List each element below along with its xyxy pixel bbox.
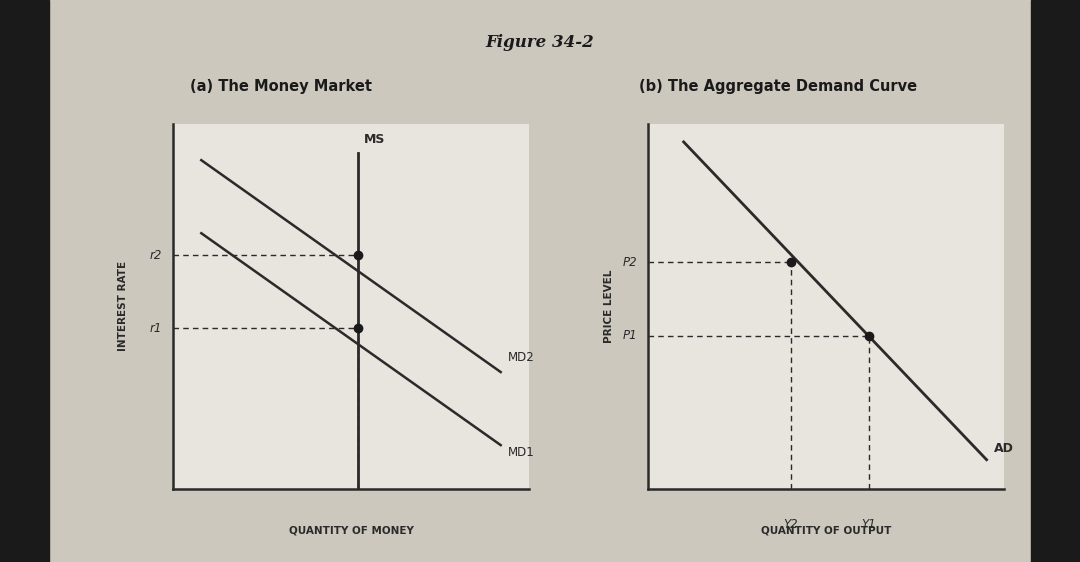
Text: P2: P2	[623, 256, 637, 269]
Text: r1: r1	[150, 321, 162, 335]
Text: Figure 34-2: Figure 34-2	[486, 34, 594, 51]
Text: MD1: MD1	[508, 446, 535, 459]
Text: Y1: Y1	[862, 518, 876, 531]
Text: QUANTITY OF OUTPUT: QUANTITY OF OUTPUT	[761, 525, 891, 536]
Text: PRICE LEVEL: PRICE LEVEL	[604, 270, 613, 343]
Text: (b) The Aggregate Demand Curve: (b) The Aggregate Demand Curve	[638, 79, 917, 94]
Text: INTEREST RATE: INTEREST RATE	[118, 261, 127, 351]
Text: MS: MS	[364, 133, 384, 146]
Text: r2: r2	[150, 248, 162, 262]
Text: QUANTITY OF MONEY: QUANTITY OF MONEY	[288, 525, 414, 536]
Text: AD: AD	[994, 442, 1014, 455]
Text: Y2: Y2	[783, 518, 798, 531]
Text: P1: P1	[623, 329, 637, 342]
Text: MD2: MD2	[508, 351, 535, 364]
Text: (a) The Money Market: (a) The Money Market	[190, 79, 372, 94]
